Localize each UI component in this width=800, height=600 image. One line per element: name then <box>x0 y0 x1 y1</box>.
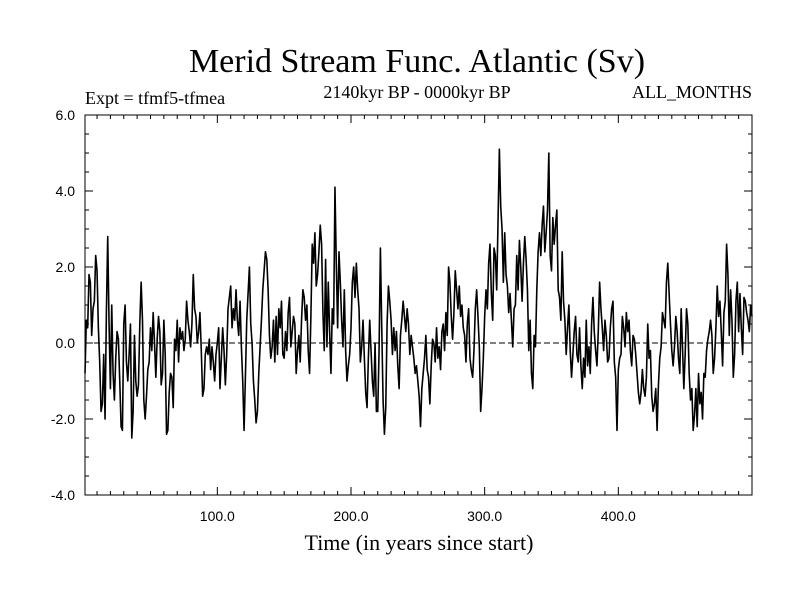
chart-title: Merid Stream Func. Atlantic (Sv) <box>189 43 645 80</box>
x-tick-label: 400.0 <box>601 508 636 524</box>
plot-area: -4.0 -2.0 0.0 2.0 4.0 6.0 100.0 200.0 300.0 400.0 <box>51 107 753 524</box>
y-tick-label: 2.0 <box>56 259 76 275</box>
x-tick-label: 200.0 <box>333 508 368 524</box>
y-tick-label: -2.0 <box>51 411 75 427</box>
x-tick-label: 300.0 <box>467 508 502 524</box>
y-tick-label: 0.0 <box>56 335 76 351</box>
y-tick-label: 4.0 <box>56 183 76 199</box>
plot-frame <box>84 114 753 496</box>
chart-subtitle-right: ALL_MONTHS <box>632 82 752 102</box>
y-tick-label: 6.0 <box>56 107 76 123</box>
x-tick-label: 100.0 <box>200 508 235 524</box>
x-axis-label: Time (in years since start) <box>305 530 534 555</box>
chart-subtitle-center: 2140kyr BP - 0000kyr BP <box>323 82 510 102</box>
chart-subtitle-left: Expt = tfmf5-tfmea <box>85 88 225 108</box>
series-line <box>84 148 753 439</box>
y-tick-label: -4.0 <box>51 487 75 503</box>
